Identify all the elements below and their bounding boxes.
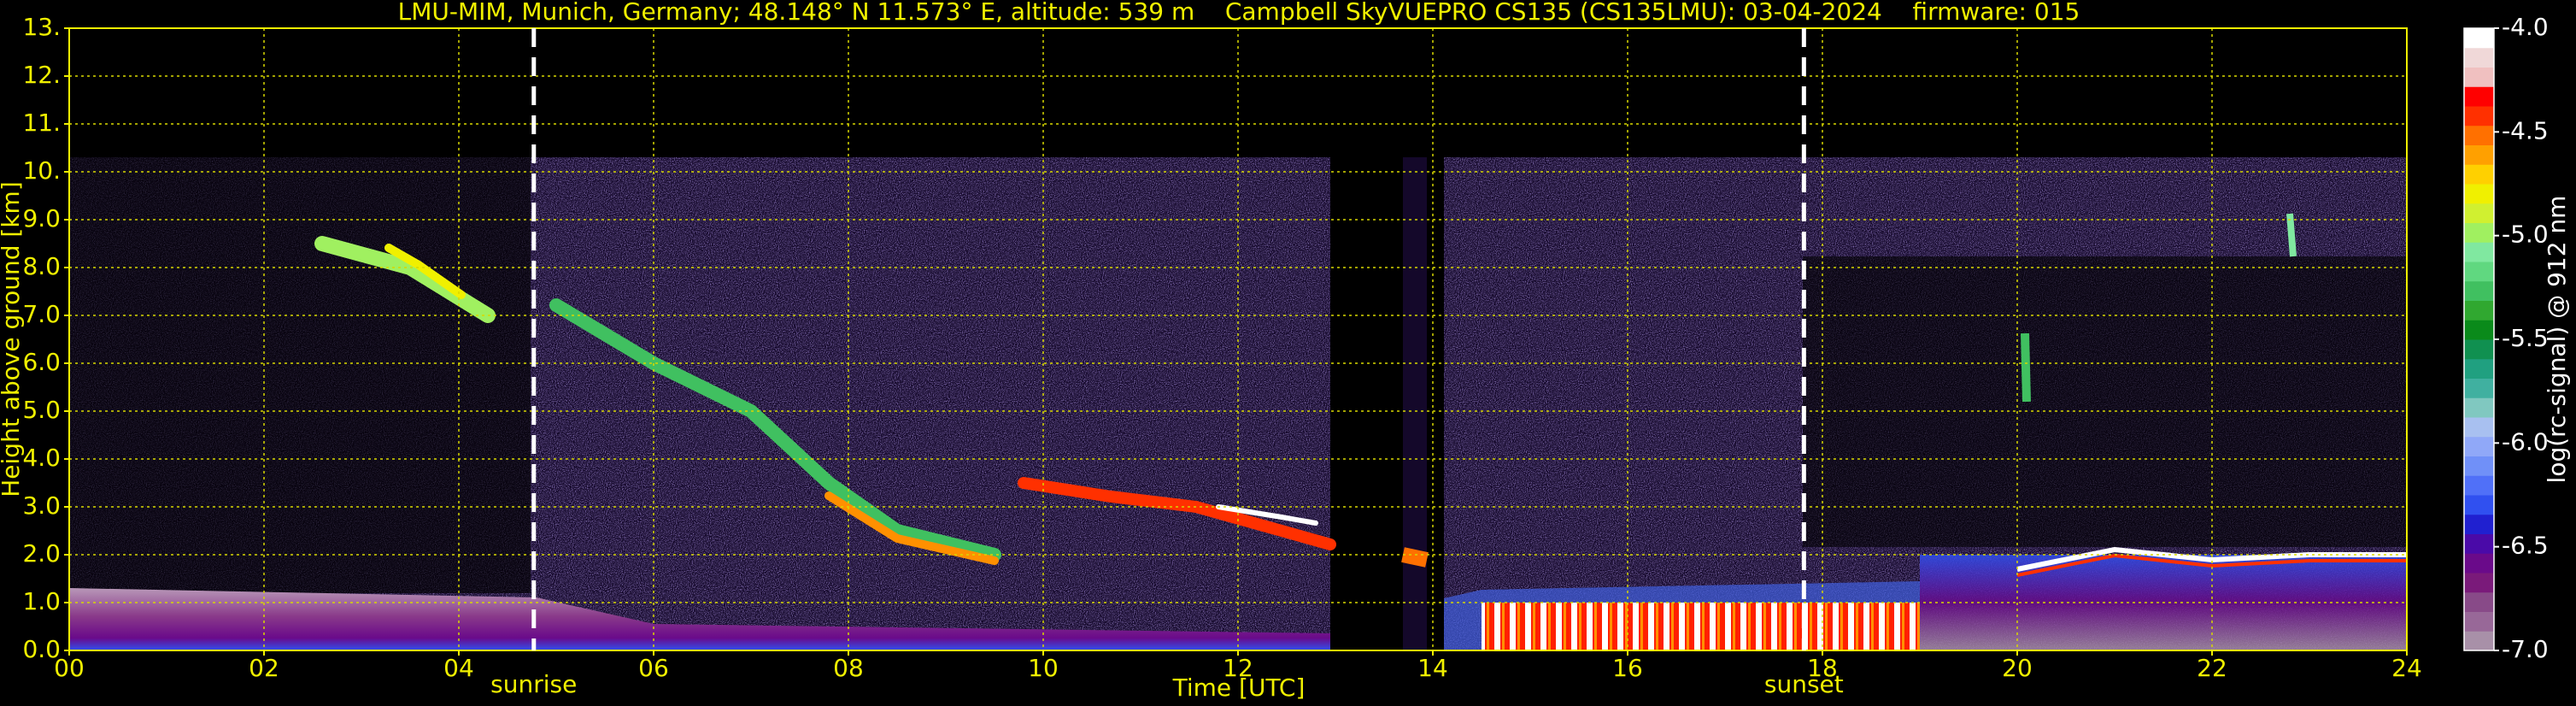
colorbar-swatch (2464, 417, 2494, 438)
colorbar-swatch (2464, 591, 2494, 612)
y-tick-label: 6.0 (22, 348, 61, 376)
colorbar-tick-label: -4.0 (2502, 13, 2549, 41)
marker-label: sunrise (490, 670, 577, 698)
colorbar-swatch (2464, 262, 2494, 282)
colorbar-swatch (2464, 47, 2494, 68)
colorbar-swatch (2464, 573, 2494, 593)
colorbar-swatch (2464, 495, 2494, 515)
plot-frame (68, 27, 2408, 651)
colorbar-swatch (2464, 280, 2494, 301)
colorbar-swatch (2464, 553, 2494, 574)
aerosol-plume (2021, 332, 2031, 403)
colorbar-swatch (2464, 514, 2494, 534)
colorbar-swatch (2464, 184, 2494, 204)
colorbar-swatch (2464, 397, 2494, 418)
colorbar-tick-label: -4.5 (2502, 116, 2549, 144)
colorbar-swatch (2464, 222, 2494, 243)
x-tick-label: 00 (54, 654, 85, 682)
x-tick-label: 10 (1028, 654, 1059, 682)
colorbar-swatch (2464, 242, 2494, 262)
aerosol-plume (824, 491, 999, 565)
y-tick-label: 8.0 (22, 252, 61, 280)
colorbar-swatch (2464, 358, 2494, 379)
colorbar-swatch (2464, 203, 2494, 223)
colorbar-tick-label: -6.0 (2502, 427, 2549, 456)
x-tick-label: 22 (2197, 654, 2227, 682)
x-tick-label: 06 (638, 654, 669, 682)
aerosol-plume (2286, 213, 2297, 257)
y-axis-label: Height above ground [km] (0, 181, 25, 497)
aerosol-plume (384, 244, 466, 299)
y-tick-label: 12. (22, 61, 61, 89)
backscatter-field (69, 157, 2407, 650)
colorbar-swatch (2464, 144, 2494, 165)
colorbar-swatch (2464, 456, 2494, 476)
data-region (1403, 157, 1427, 650)
colorbar-swatch (2464, 28, 2494, 49)
cloud-layer (1216, 504, 1318, 526)
y-tick-label: 7.0 (22, 300, 61, 328)
colorbar-swatch (2464, 300, 2494, 321)
x-tick-label: 08 (833, 654, 864, 682)
y-tick-label: 11. (22, 109, 61, 137)
colorbar-swatch (2464, 106, 2494, 126)
marker-label: sunset (1764, 670, 1844, 698)
y-tick-label: 2.0 (22, 539, 61, 568)
colorbar-swatch (2464, 436, 2494, 456)
colorbar-tick-label: -5.5 (2502, 324, 2549, 352)
boundary-layer (69, 588, 1330, 650)
aerosol-plume (1018, 477, 1336, 550)
colorbar-tick-label: -5.0 (2502, 221, 2549, 249)
colorbar-swatch (2464, 164, 2494, 185)
x-tick-label: 24 (2391, 654, 2422, 682)
aerosol-plume (549, 298, 1001, 562)
colorbar-tick-label: -7.0 (2502, 635, 2549, 663)
clear-region (69, 157, 531, 593)
x-tick-label: 14 (1417, 654, 1448, 682)
y-tick-label: 1.0 (22, 587, 61, 615)
y-tick-label: 0.0 (22, 635, 61, 663)
y-tick-label: 13. (22, 13, 61, 41)
y-tick-label: 4.0 (22, 444, 61, 472)
x-tick-label: 12 (1223, 654, 1253, 682)
x-tick-label: 04 (443, 654, 474, 682)
aerosol-plume (1401, 547, 1429, 568)
x-tick-label: 20 (2002, 654, 2033, 682)
surface-signal (1482, 603, 1920, 650)
chart-title: LMU-MIM, Munich, Germany; 48.148° N 11.5… (398, 0, 2080, 26)
y-tick-label: 9.0 (22, 204, 61, 232)
x-tick-label: 18 (1807, 654, 1838, 682)
x-tick-label: 16 (1612, 654, 1643, 682)
colorbar-swatch (2464, 631, 2494, 651)
colorbar-swatch (2464, 533, 2494, 554)
colorbar-swatch (2464, 378, 2494, 398)
colorbar-swatch (2464, 475, 2494, 496)
colorbar-swatch (2464, 125, 2494, 145)
x-axis-label: Time [UTC] (1172, 674, 1306, 702)
colorbar-swatch (2464, 320, 2494, 340)
y-tick-label: 5.0 (22, 396, 61, 424)
y-tick-label: 10. (22, 156, 61, 185)
colorbar-label: log(rc-signal) @ 912 nm (2543, 196, 2571, 484)
colorbar-swatch (2464, 67, 2494, 87)
colorbar-swatch (2464, 339, 2494, 360)
x-tick-label: 02 (249, 654, 279, 682)
cloud-layer (2016, 553, 2407, 577)
colorbar-swatch (2464, 611, 2494, 632)
clear-region (1803, 256, 2407, 547)
colorbar-tick-label: -6.5 (2502, 532, 2549, 560)
colorbar-swatch (2464, 86, 2494, 107)
y-tick-label: 3.0 (22, 491, 61, 520)
